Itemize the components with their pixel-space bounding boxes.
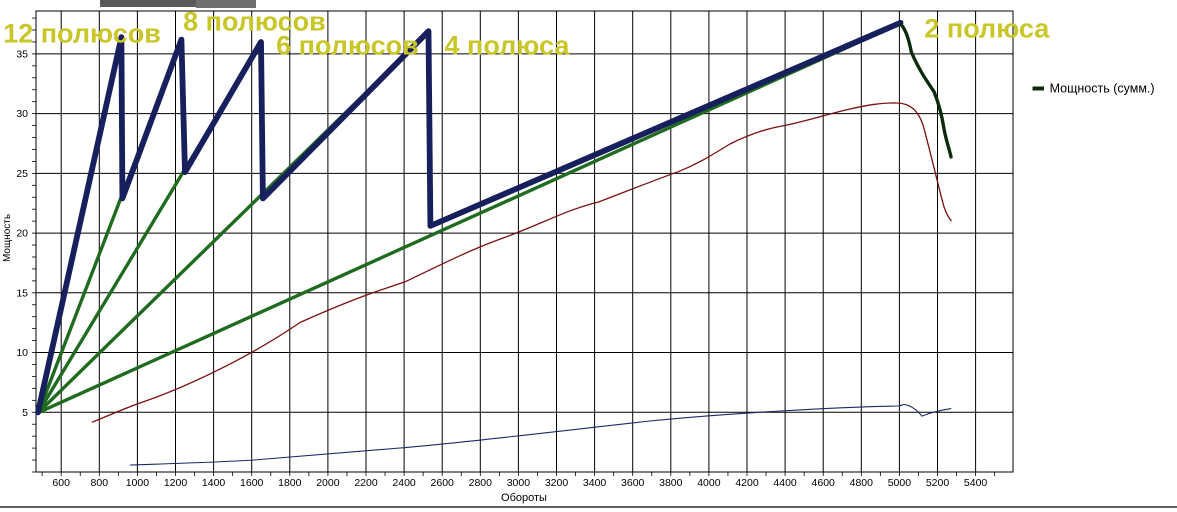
svg-text:35: 35: [16, 48, 28, 60]
svg-text:2800: 2800: [469, 477, 493, 489]
svg-text:3800: 3800: [659, 477, 683, 489]
svg-text:5000: 5000: [888, 477, 912, 489]
svg-text:Мощность (сумм.): Мощность (сумм.): [1050, 81, 1155, 95]
svg-text:3200: 3200: [545, 477, 569, 489]
svg-text:3400: 3400: [583, 477, 607, 489]
svg-text:3000: 3000: [507, 477, 531, 489]
svg-text:12 полюсов: 12 полюсов: [3, 19, 161, 49]
svg-text:5400: 5400: [964, 477, 988, 489]
svg-text:800: 800: [91, 477, 109, 489]
svg-text:4800: 4800: [850, 477, 874, 489]
svg-text:3600: 3600: [621, 477, 645, 489]
svg-text:5: 5: [22, 407, 28, 419]
svg-text:30: 30: [16, 108, 28, 120]
svg-text:1200: 1200: [164, 477, 188, 489]
svg-text:15: 15: [16, 287, 28, 299]
svg-text:2200: 2200: [354, 477, 378, 489]
svg-text:6 полюсов: 6 полюсов: [276, 30, 419, 60]
svg-text:Обороты: Обороты: [501, 492, 547, 504]
svg-text:Мощность: Мощность: [2, 214, 13, 262]
svg-text:2600: 2600: [431, 477, 455, 489]
svg-text:2400: 2400: [392, 477, 416, 489]
svg-text:4200: 4200: [735, 477, 759, 489]
svg-text:4000: 4000: [697, 477, 721, 489]
svg-text:2000: 2000: [316, 477, 340, 489]
svg-text:4600: 4600: [812, 477, 836, 489]
svg-text:10: 10: [16, 347, 28, 359]
svg-text:600: 600: [52, 477, 70, 489]
svg-text:4400: 4400: [773, 477, 797, 489]
svg-text:5200: 5200: [926, 477, 950, 489]
svg-text:4 полюса: 4 полюса: [445, 31, 571, 61]
svg-text:20: 20: [16, 228, 28, 240]
svg-text:1600: 1600: [240, 477, 264, 489]
svg-text:1400: 1400: [202, 477, 226, 489]
svg-text:1800: 1800: [278, 477, 302, 489]
svg-text:25: 25: [16, 168, 28, 180]
svg-text:1000: 1000: [126, 477, 150, 489]
svg-text:2 полюса: 2 полюса: [924, 13, 1050, 43]
